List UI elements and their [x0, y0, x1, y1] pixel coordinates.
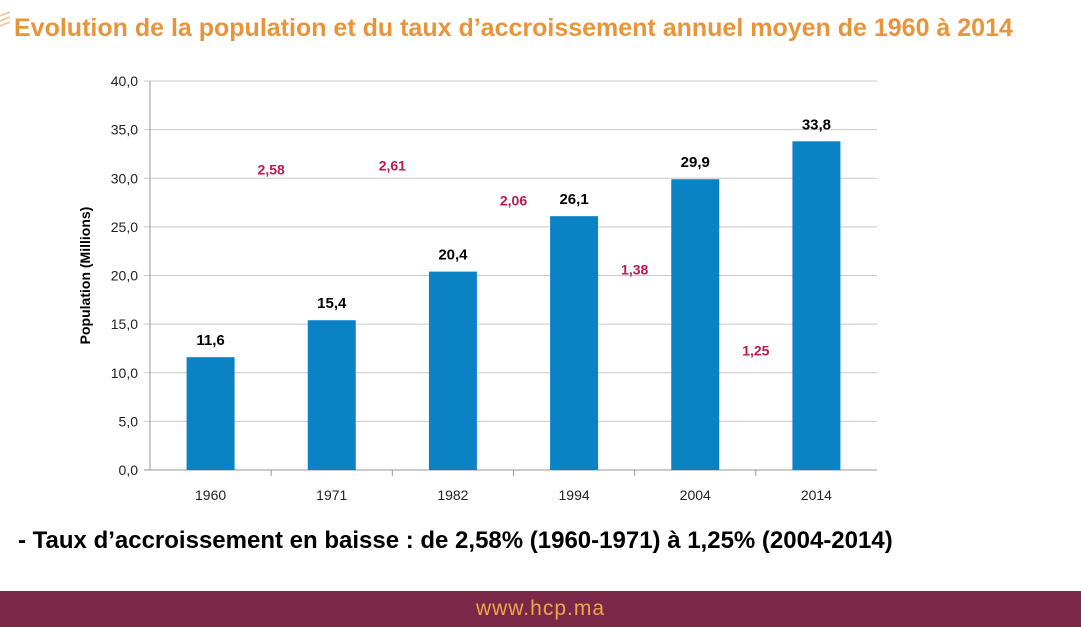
- y-axis-ticks: 0,0 5,0 10,0 15,0 20,0 25,0 30,0 35,0 40,0: [111, 73, 138, 478]
- growth-rate-note: - Taux d’accroissement en baisse : de 2,…: [18, 527, 893, 554]
- data-labels: 11,6 15,4 20,4 26,1 29,9 33,8: [196, 116, 831, 349]
- y-axis-title: Population (Millions): [77, 207, 93, 345]
- y-tick-label: 35,0: [111, 122, 138, 138]
- x-tick-label: 2004: [680, 487, 711, 503]
- x-tick-label: 2014: [801, 487, 832, 503]
- bar: [792, 141, 841, 471]
- growth-rate-labels: 2,58 2,61 2,06 1,38 1,25: [258, 158, 770, 359]
- y-tick-label: 5,0: [119, 413, 139, 429]
- bar: [186, 357, 235, 470]
- y-tick-label: 20,0: [111, 268, 138, 284]
- y-tick-label: 15,0: [111, 316, 138, 332]
- y-tick-label: 0,0: [119, 462, 139, 478]
- growth-rate-label: 1,38: [621, 262, 648, 278]
- data-label: 20,4: [438, 247, 468, 264]
- x-tick-label: 1960: [195, 487, 226, 503]
- footer-bar: www.hcp.ma: [0, 591, 1081, 627]
- data-label: 15,4: [317, 295, 347, 312]
- footer-url[interactable]: www.hcp.ma: [475, 597, 606, 620]
- bars: [186, 141, 841, 471]
- page-title: Evolution de la population et du taux d’…: [14, 14, 1013, 42]
- y-tick-label: 10,0: [111, 365, 138, 381]
- growth-rate-label: 1,25: [742, 342, 769, 358]
- data-label: 26,1: [559, 191, 588, 208]
- data-label: 29,9: [681, 154, 710, 171]
- bar: [550, 216, 599, 470]
- x-axis-ticks: 1960 1971 1982 1994 2004 2014: [195, 470, 832, 503]
- growth-rate-label: 2,06: [500, 193, 527, 209]
- population-bar-chart: 0,05,010,015,020,025,030,035,040,0 1960 1…: [77, 73, 877, 503]
- bar: [671, 179, 720, 470]
- x-tick-label: 1971: [316, 487, 347, 503]
- y-tick-label: 25,0: [111, 219, 138, 235]
- bar: [307, 320, 356, 470]
- gridlines: [144, 80, 877, 471]
- x-tick-label: 1994: [559, 487, 590, 503]
- growth-rate-label: 2,61: [379, 158, 406, 174]
- y-tick-label: 30,0: [111, 170, 138, 186]
- title-decoration: [0, 10, 10, 32]
- y-tick-label: 40,0: [111, 73, 138, 89]
- data-label: 33,8: [802, 116, 831, 133]
- x-tick-label: 1982: [437, 487, 468, 503]
- bar: [428, 271, 477, 470]
- growth-rate-label: 2,58: [258, 161, 285, 177]
- data-label: 11,6: [196, 332, 224, 349]
